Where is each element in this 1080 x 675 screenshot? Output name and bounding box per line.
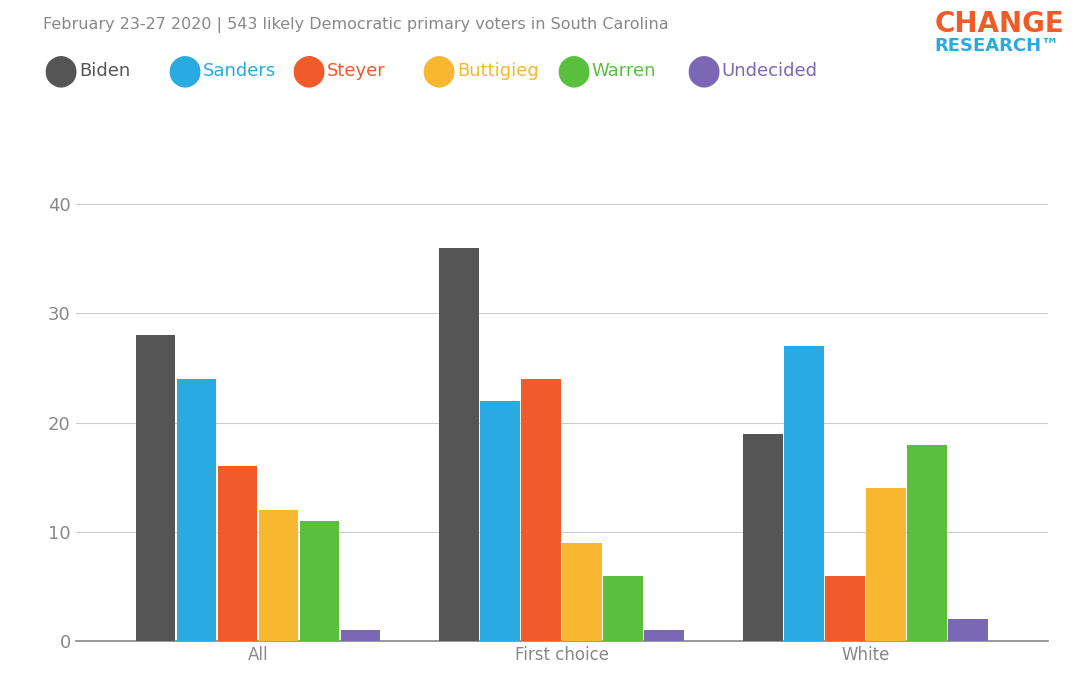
Bar — [907, 445, 946, 641]
Bar — [645, 630, 684, 641]
Bar — [340, 630, 380, 641]
Bar — [440, 248, 478, 641]
Bar — [743, 433, 783, 641]
Bar — [136, 335, 175, 641]
Text: ⬤: ⬤ — [292, 55, 326, 86]
Bar — [258, 510, 298, 641]
Bar — [866, 488, 906, 641]
Bar — [825, 576, 865, 641]
Bar — [522, 379, 561, 641]
Text: Steyer: Steyer — [327, 62, 386, 80]
Text: RESEARCH™: RESEARCH™ — [934, 37, 1059, 55]
Bar — [563, 543, 602, 641]
Bar — [948, 620, 987, 641]
Text: February 23-27 2020 | 543 likely Democratic primary voters in South Carolina: February 23-27 2020 | 543 likely Democra… — [43, 17, 669, 33]
Text: ⬤: ⬤ — [556, 55, 591, 86]
Text: Undecided: Undecided — [721, 62, 818, 80]
Text: Sanders: Sanders — [203, 62, 276, 80]
Bar — [217, 466, 257, 641]
Bar — [177, 379, 216, 641]
Text: Warren: Warren — [592, 62, 657, 80]
Text: ⬤: ⬤ — [43, 55, 78, 86]
Text: ⬤: ⬤ — [167, 55, 202, 86]
Text: Biden: Biden — [79, 62, 130, 80]
Text: Buttigieg: Buttigieg — [457, 62, 539, 80]
Text: ⬤: ⬤ — [686, 55, 720, 86]
Bar — [481, 401, 519, 641]
Bar — [299, 521, 339, 641]
Bar — [604, 576, 643, 641]
Bar — [784, 346, 824, 641]
Text: CHANGE: CHANGE — [934, 10, 1064, 38]
Text: ⬤: ⬤ — [421, 55, 456, 86]
